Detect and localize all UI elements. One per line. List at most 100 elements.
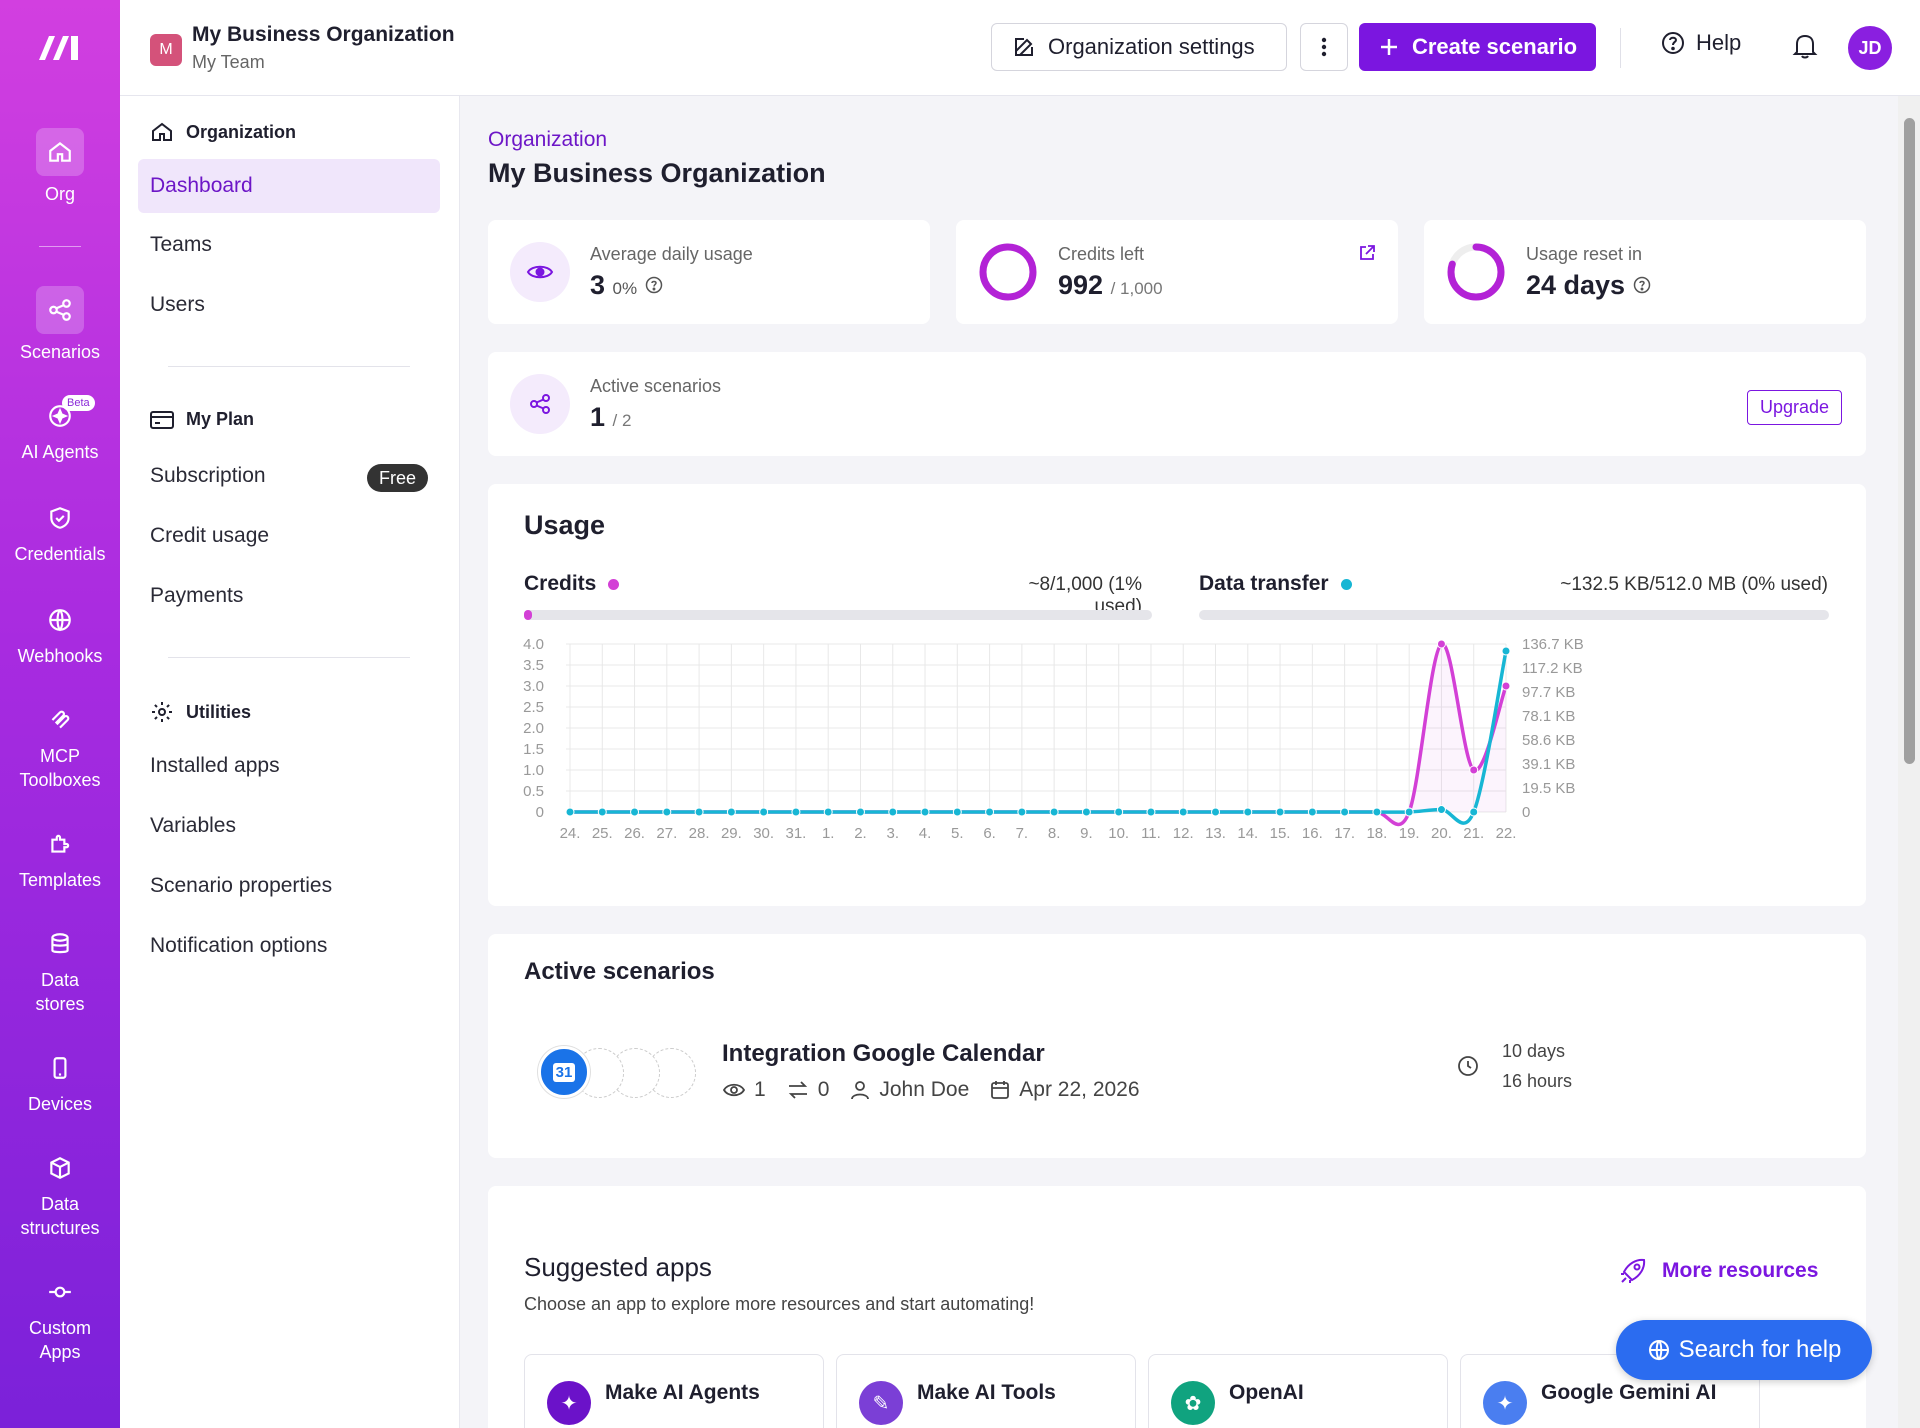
chart-data-point bbox=[662, 807, 672, 817]
share-nodes-icon bbox=[510, 374, 570, 434]
chart-x-tick: 9. bbox=[1080, 825, 1093, 842]
nav-item-custom-apps[interactable]: Custom Apps bbox=[0, 1274, 120, 1364]
breadcrumb[interactable]: Organization bbox=[488, 128, 608, 151]
chart-data-point bbox=[597, 807, 607, 817]
nav-item-data-stores[interactable]: Data stores bbox=[0, 926, 120, 1016]
scenario-owner: John Doe bbox=[879, 1078, 970, 1101]
utilities-section-heading: Utilities bbox=[150, 700, 251, 724]
chart-x-tick: 27. bbox=[656, 825, 677, 842]
chart-y-right-tick: 58.6 KB bbox=[1522, 732, 1575, 749]
average-usage-value: 3 0% bbox=[590, 270, 663, 301]
cube-icon bbox=[42, 1150, 78, 1186]
team-name[interactable]: My Team bbox=[192, 52, 265, 72]
nav-item-templates[interactable]: Templates bbox=[0, 826, 120, 892]
subnav-divider bbox=[168, 366, 410, 367]
edit-icon bbox=[1015, 38, 1033, 56]
chart-x-tick: 11. bbox=[1141, 825, 1161, 842]
more-options-button[interactable] bbox=[1300, 23, 1348, 71]
nav-label-scenarios: Scenarios bbox=[19, 342, 101, 362]
make-ai-tools-icon: ✎ bbox=[859, 1381, 903, 1425]
utilities-section-label: Utilities bbox=[186, 701, 252, 722]
subnav-item-installed-apps[interactable]: Installed apps bbox=[150, 754, 280, 777]
nav-item-scenarios[interactable]: Scenarios bbox=[0, 286, 120, 364]
nav-item-data-structures[interactable]: Data structures bbox=[0, 1150, 120, 1240]
gemini-icon: ✦ bbox=[1483, 1381, 1527, 1425]
chart-data-point bbox=[1146, 807, 1156, 817]
organization-settings-button[interactable]: Organization settings bbox=[991, 23, 1287, 71]
subnav-divider bbox=[168, 657, 410, 658]
chart-data-point bbox=[694, 807, 704, 817]
help-button[interactable]: Help bbox=[1660, 30, 1741, 56]
credits-left-label: Credits left bbox=[1058, 244, 1145, 264]
suggested-apps-subtitle: Choose an app to explore more resources … bbox=[524, 1294, 1035, 1314]
subnav-item-payments[interactable]: Payments bbox=[150, 584, 244, 607]
upgrade-button[interactable]: Upgrade bbox=[1746, 390, 1842, 425]
chart-x-tick: 2. bbox=[854, 825, 867, 842]
nav-item-webhooks[interactable]: Webhooks bbox=[0, 602, 120, 668]
credit-card-icon bbox=[150, 410, 174, 429]
search-for-help-button[interactable]: Search for help bbox=[1616, 1320, 1872, 1380]
nav-item-devices[interactable]: Devices bbox=[0, 1050, 120, 1116]
subnav-item-subscription[interactable]: Subscription bbox=[150, 464, 266, 487]
nav-item-org[interactable]: Org bbox=[0, 128, 120, 206]
suggested-app-make-ai-agents[interactable]: ✦ Make AI Agents bbox=[524, 1354, 824, 1428]
chart-x-tick: 30. bbox=[753, 825, 774, 842]
chart-data-point bbox=[1340, 807, 1350, 817]
chart-y-right-tick: 78.1 KB bbox=[1522, 708, 1575, 725]
create-scenario-label: Create scenario bbox=[1411, 34, 1578, 59]
nav-label-data-structures-line1: Data bbox=[40, 1194, 80, 1214]
chart-y-right-tick: 136.7 KB bbox=[1522, 636, 1584, 653]
info-icon[interactable] bbox=[1633, 276, 1651, 294]
chart-data-point bbox=[1243, 807, 1253, 817]
bell-icon[interactable] bbox=[1792, 32, 1818, 60]
info-icon[interactable] bbox=[645, 276, 663, 294]
chart-y-left-tick: 2.0 bbox=[523, 720, 544, 737]
left-navigation: Org Scenarios AI Agents Beta Credentials… bbox=[0, 0, 120, 1428]
chart-x-tick: 15. bbox=[1270, 825, 1291, 842]
subnav-item-dashboard[interactable]: Dashboard bbox=[138, 159, 440, 213]
nav-item-credentials[interactable]: Credentials bbox=[0, 500, 120, 566]
suggested-app-openai[interactable]: ✿ OpenAI bbox=[1148, 1354, 1448, 1428]
make-logo-icon[interactable] bbox=[37, 30, 83, 66]
chart-x-tick: 3. bbox=[887, 825, 900, 842]
subnav-item-scenario-properties[interactable]: Scenario properties bbox=[150, 874, 333, 897]
suggested-app-name: OpenAI bbox=[1229, 1381, 1304, 1404]
chart-data-point bbox=[1275, 807, 1285, 817]
gear-icon bbox=[152, 702, 172, 722]
suggested-app-make-ai-tools[interactable]: ✎ Make AI Tools bbox=[836, 1354, 1136, 1428]
subnav-item-credit-usage[interactable]: Credit usage bbox=[150, 524, 270, 547]
calendar-icon bbox=[991, 1081, 1010, 1099]
nav-item-ai-agents[interactable]: AI Agents bbox=[0, 398, 120, 464]
more-resources-link[interactable]: More resources bbox=[1618, 1256, 1818, 1286]
org-badge[interactable]: M bbox=[150, 34, 182, 66]
page-scrollbar[interactable] bbox=[1898, 96, 1920, 1428]
external-link-icon[interactable] bbox=[1358, 244, 1376, 262]
puzzle-icon bbox=[42, 826, 78, 862]
active-scenarios-value: 1 / 2 bbox=[590, 402, 631, 433]
subnav-item-users[interactable]: Users bbox=[150, 293, 205, 316]
nav-item-mcp-toolboxes[interactable]: MCP Toolboxes bbox=[0, 702, 120, 792]
chart-x-tick: 10. bbox=[1108, 825, 1129, 842]
subnav-item-variables[interactable]: Variables bbox=[150, 814, 236, 837]
create-scenario-button[interactable]: Create scenario bbox=[1359, 23, 1596, 71]
chart-data-point bbox=[1307, 807, 1317, 817]
organization-section-label: Organization bbox=[186, 121, 297, 142]
chart-x-tick: 16. bbox=[1302, 825, 1323, 842]
org-name[interactable]: My Business Organization bbox=[192, 23, 455, 46]
credits-ring bbox=[979, 243, 1037, 301]
active-scenarios-label: Active scenarios bbox=[590, 376, 722, 396]
ai-agent-icon bbox=[42, 398, 78, 434]
chart-data-point bbox=[1114, 807, 1124, 817]
chart-y-left-tick: 0.5 bbox=[523, 783, 544, 800]
chart-x-tick: 12. bbox=[1173, 825, 1194, 842]
subnav-item-teams[interactable]: Teams bbox=[150, 233, 212, 256]
my-plan-section-heading: My Plan bbox=[150, 409, 254, 430]
user-avatar[interactable]: JD bbox=[1848, 26, 1892, 70]
data-transfer-bar-name: Data transfer bbox=[1199, 572, 1329, 595]
home-icon bbox=[36, 128, 84, 176]
scenario-next-run-days: 10 days bbox=[1502, 1041, 1566, 1061]
scenario-name[interactable]: Integration Google Calendar bbox=[722, 1040, 1045, 1067]
scrollbar-thumb[interactable] bbox=[1904, 118, 1915, 764]
chart-x-tick: 20. bbox=[1431, 825, 1452, 842]
subnav-item-notification-options[interactable]: Notification options bbox=[150, 934, 328, 957]
